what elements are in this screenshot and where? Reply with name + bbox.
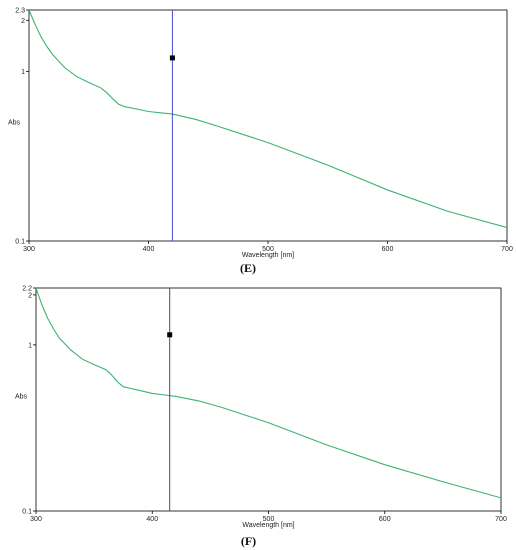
y-tick-label: 1	[28, 342, 32, 349]
y-tick-label: 0.1	[15, 239, 25, 246]
cursor-marker	[167, 332, 173, 338]
y-tick-label: 2	[28, 292, 32, 299]
y-axis-label: Abs	[15, 394, 28, 401]
cursor-marker	[169, 55, 175, 61]
x-tick-label: 300	[30, 516, 42, 523]
x-tick-label: 600	[379, 516, 391, 523]
absorbance-curve	[35, 287, 502, 499]
plot-frame	[35, 287, 502, 512]
chart-panel-2: 300 400 500 600 700 0.1 1 22.2 Wavelength [nm] Ab…	[15, 286, 507, 549]
panel-label: (F)	[241, 534, 256, 548]
x-tick-label: 700	[495, 516, 507, 523]
x-tick-label: 300	[23, 246, 35, 253]
panel-label: (E)	[240, 261, 256, 275]
y-tick-label: 0.1	[22, 509, 32, 516]
x-tick-label: 700	[501, 246, 513, 253]
x-tick-label: 400	[146, 516, 158, 523]
x-axis-label: Wavelength [nm]	[242, 522, 294, 529]
chart-panel-1: 300 400 500 600 700 0.1 1 2 2.3 Wavelength [nm] Ab…	[8, 8, 513, 276]
x-tick-label: 600	[382, 246, 394, 253]
x-axis-label: Wavelength [nm]	[242, 252, 294, 259]
absorbance-curve	[28, 9, 508, 229]
x-tick-label: 400	[143, 246, 155, 253]
x-tick-label: 500	[262, 246, 274, 253]
x-tick-label: 500	[263, 516, 275, 523]
y-tick-label: 2	[21, 18, 25, 25]
y-tick-label: 2.3	[15, 8, 25, 15]
y-tick-label: 1	[21, 69, 25, 76]
y-axis-label: Abs	[8, 120, 21, 127]
y-tick-label: 2.2	[22, 286, 32, 293]
